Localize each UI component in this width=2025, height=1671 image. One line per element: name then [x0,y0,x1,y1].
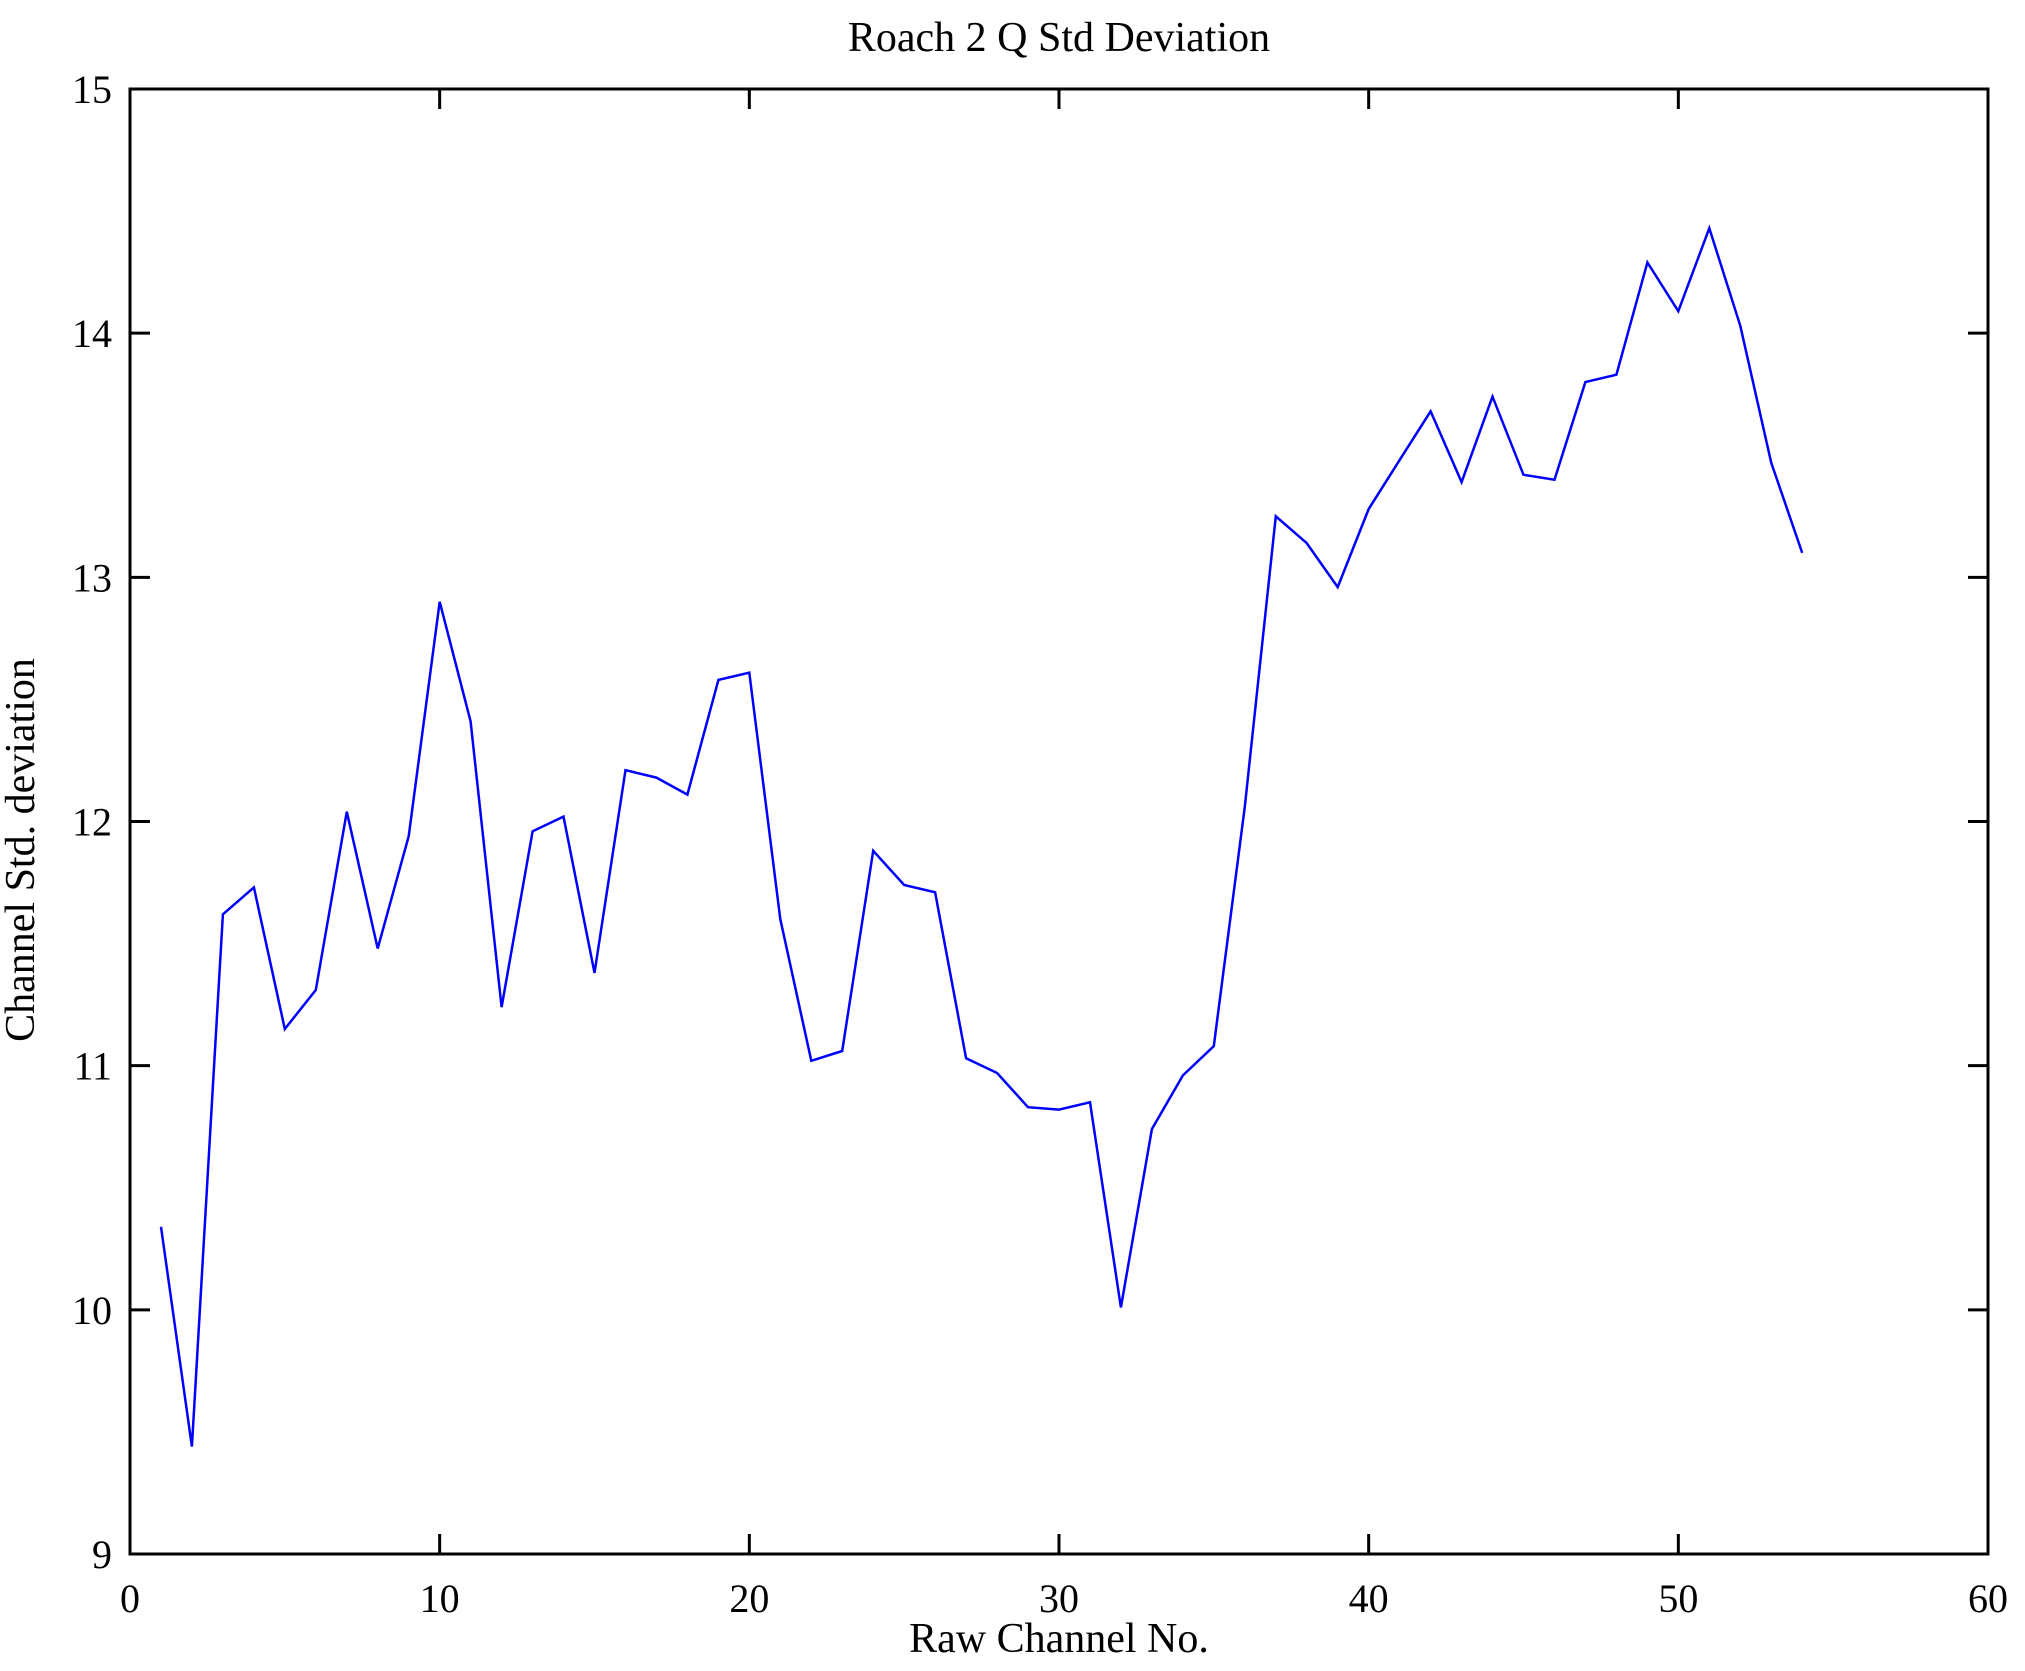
x-tick-label: 40 [1349,1576,1389,1621]
data-series-line [159,224,1804,1447]
x-tick-label: 30 [1039,1576,1079,1621]
y-tick-label: 13 [72,555,112,600]
y-axis-label: Channel Std. deviation [0,658,44,1042]
y-tick-label: 11 [73,1044,112,1089]
y-tick-label: 15 [72,67,112,112]
x-tick-label: 50 [1658,1576,1698,1621]
y-tick-label: 14 [72,311,112,356]
y-axis-tick-labels: 9 10 11 12 13 14 15 [72,67,112,1577]
x-tick-label: 60 [1968,1576,2008,1621]
y-tick-label: 9 [92,1532,112,1577]
y-tick-label: 12 [72,800,112,845]
chart-title: Roach 2 Q Std Deviation [848,15,1270,61]
y-tick-label: 10 [72,1288,112,1333]
plot-area [128,87,1990,1556]
x-tick-label: 10 [420,1576,460,1621]
x-axis-label: Raw Channel No. [909,1616,1209,1662]
x-tick-label: 20 [729,1576,769,1621]
axis-ticks [128,87,1990,1556]
x-tick-label: 0 [120,1576,140,1621]
x-axis-tick-labels: 0 10 20 30 40 50 60 [120,1576,2008,1621]
